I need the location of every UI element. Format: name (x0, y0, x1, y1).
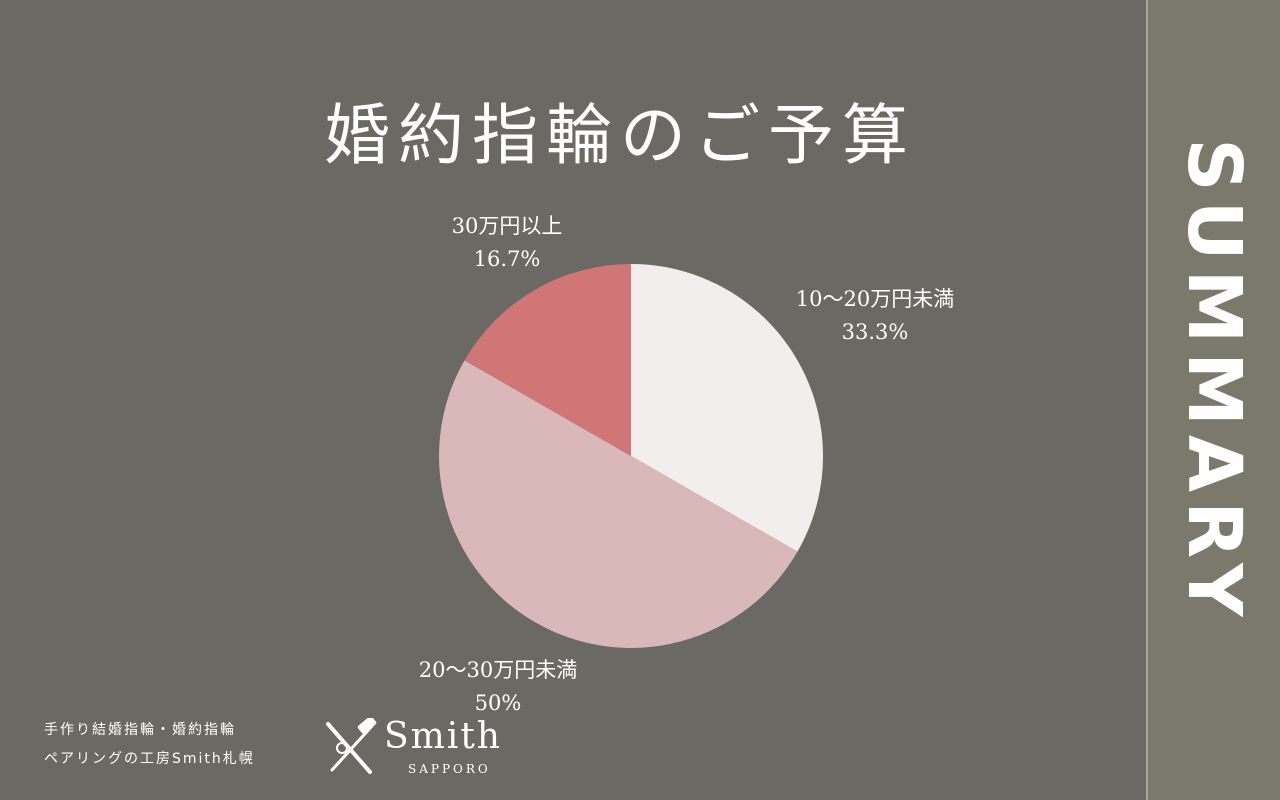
slice-label-percent: 50% (474, 691, 522, 715)
summary-label: SUMMARY (1171, 138, 1257, 626)
footer-tagline: 手作り結婚指輪・婚約指輪 ペアリングの工房Smith札幌 (44, 716, 255, 774)
footer-line-1: 手作り結婚指輪・婚約指輪 (44, 722, 236, 738)
chart-title: 婚約指輪のご予算 (324, 97, 916, 174)
slice-label-name: 20〜30万円未満 (418, 658, 578, 682)
side-divider (1146, 0, 1148, 800)
brand-logo: Smith SAPPORO (322, 712, 522, 782)
pie-slice-1 (439, 360, 798, 648)
footer-line-2: ペアリングの工房Smith札幌 (44, 751, 255, 767)
side-panel: SUMMARY (1148, 0, 1280, 800)
logo-sub: SAPPORO (408, 762, 491, 776)
slice-label-10-20: 10〜20万円未満 33.3% (796, 283, 954, 349)
logo-name: Smith (384, 716, 502, 757)
slice-label-name: 10〜20万円未満 (795, 287, 955, 311)
slice-label-20-30: 20〜30万円未満 50% (419, 654, 577, 720)
slice-label-percent: 33.3% (841, 320, 909, 344)
slice-label-30-plus: 30万円以上 16.7% (452, 210, 563, 276)
pie-slice-2 (464, 264, 631, 456)
slice-label-percent: 16.7% (473, 247, 541, 271)
tools-icon (326, 718, 377, 774)
pie-chart (439, 264, 824, 648)
slice-label-name: 30万円以上 (451, 214, 563, 238)
pie-slice-0 (631, 264, 824, 552)
